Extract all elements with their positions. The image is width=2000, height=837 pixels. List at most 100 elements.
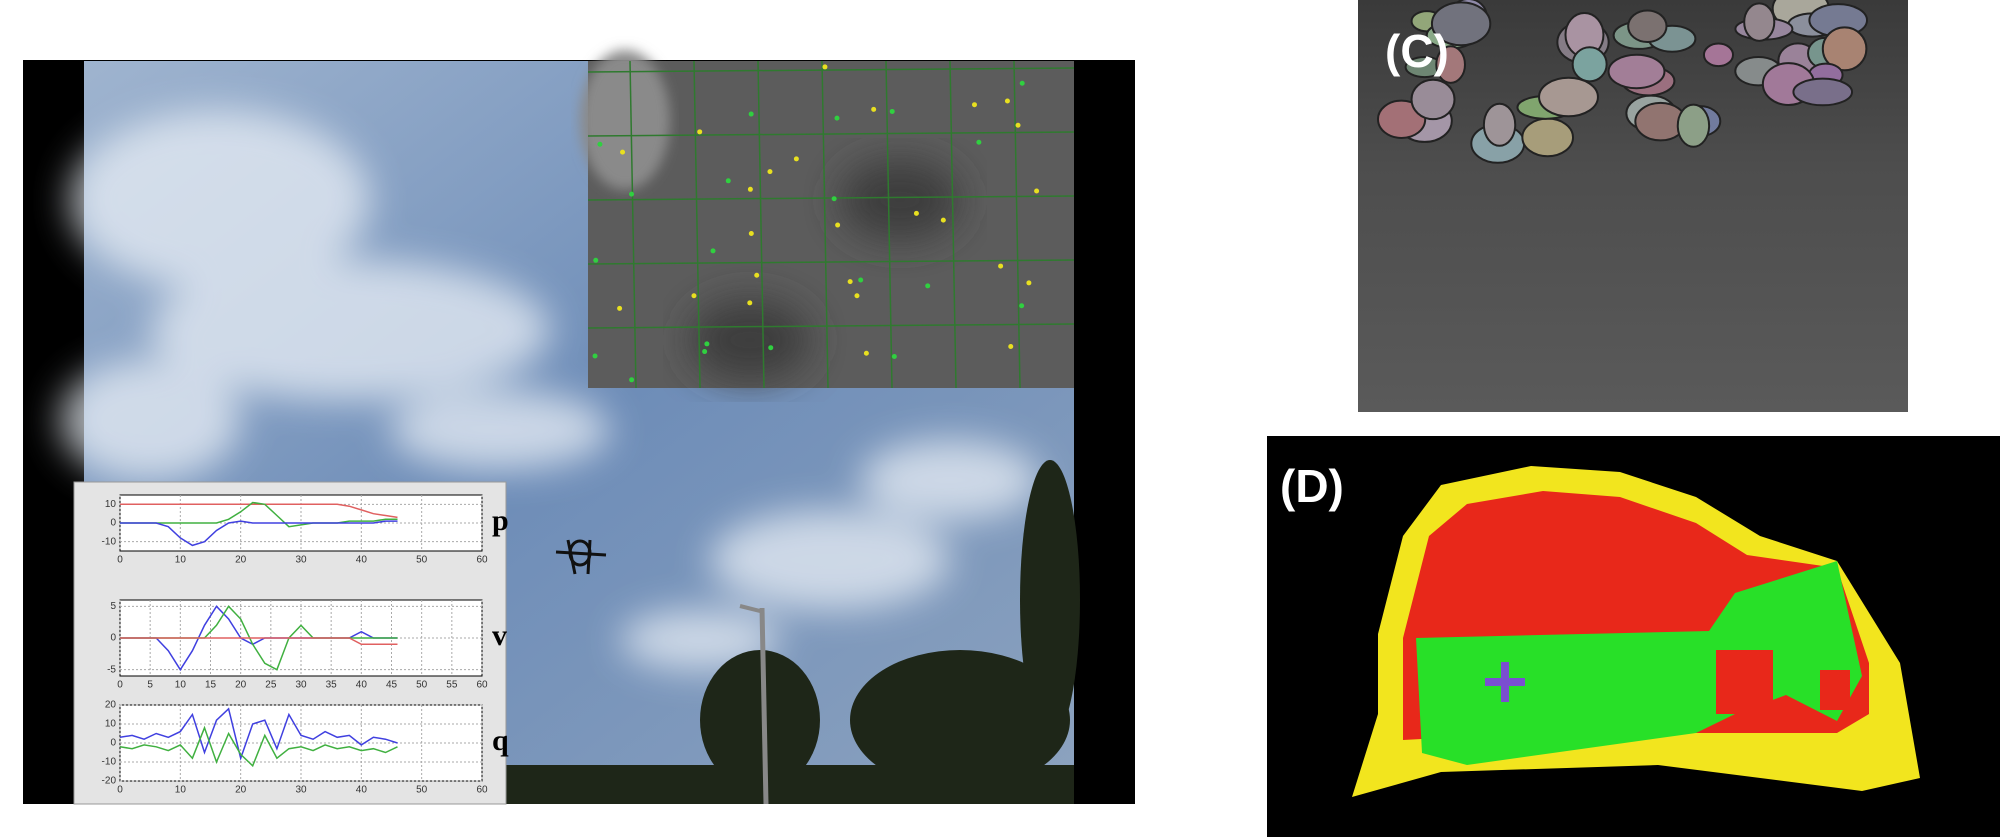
x-tick-label: 10 xyxy=(175,555,187,566)
y-tick-label: 10 xyxy=(105,719,117,730)
x-tick-label: 45 xyxy=(386,680,398,691)
x-tick-label: 30 xyxy=(295,680,307,691)
x-tick-label: 30 xyxy=(295,785,307,796)
feature-point xyxy=(620,150,625,155)
feature-point xyxy=(1008,344,1013,349)
feature-point xyxy=(890,109,895,114)
feature-point xyxy=(1019,303,1024,308)
feature-point xyxy=(1020,81,1025,86)
panel-c-photo: (C) xyxy=(1358,0,1908,412)
plot-label: q xyxy=(492,724,509,757)
rock xyxy=(1522,119,1573,157)
x-tick-label: 55 xyxy=(446,680,458,691)
x-tick-label: 20 xyxy=(235,555,247,566)
x-tick-label: 30 xyxy=(295,555,307,566)
x-tick-label: 20 xyxy=(235,785,247,796)
x-tick-label: 20 xyxy=(235,680,247,691)
feature-point xyxy=(848,279,853,284)
y-tick-label: -20 xyxy=(102,776,117,787)
feature-point xyxy=(976,140,981,145)
rock xyxy=(1573,47,1607,81)
panel-d-map: (D) xyxy=(1267,436,2000,837)
feature-point xyxy=(892,354,897,359)
feature-point xyxy=(858,278,863,283)
feature-point xyxy=(914,211,919,216)
feature-point xyxy=(749,231,754,236)
feature-point xyxy=(822,64,827,69)
feature-point xyxy=(629,377,634,382)
x-tick-label: 50 xyxy=(416,785,428,796)
rock xyxy=(1744,3,1774,40)
x-tick-label: 0 xyxy=(117,555,123,566)
feature-point xyxy=(748,187,753,192)
figure: -100100102030405060p-5050510152025303540… xyxy=(0,0,2000,837)
feature-point xyxy=(749,112,754,117)
page: -100100102030405060p-5050510152025303540… xyxy=(0,0,2000,837)
y-tick-label: 10 xyxy=(105,499,117,510)
rock xyxy=(1628,10,1666,42)
feature-point xyxy=(747,300,752,305)
feature-point xyxy=(767,169,772,174)
y-tick-label: 0 xyxy=(110,518,116,529)
y-tick-label: 0 xyxy=(110,738,116,749)
feature-point xyxy=(711,248,716,253)
y-tick-label: -10 xyxy=(102,757,117,768)
x-tick-label: 5 xyxy=(147,680,153,691)
y-tick-label: 20 xyxy=(105,700,117,711)
rock xyxy=(1678,105,1709,147)
feature-point xyxy=(726,178,731,183)
feature-point xyxy=(597,142,602,147)
feature-point xyxy=(691,293,696,298)
rock xyxy=(1609,55,1665,89)
feature-point xyxy=(768,345,773,350)
y-tick-label: -5 xyxy=(107,664,116,675)
feature-point xyxy=(704,341,709,346)
feature-point xyxy=(925,283,930,288)
feature-point xyxy=(617,306,622,311)
feature-point xyxy=(854,293,859,298)
x-tick-label: 50 xyxy=(416,555,428,566)
rock xyxy=(1484,104,1515,146)
x-tick-label: 0 xyxy=(117,680,123,691)
x-tick-label: 60 xyxy=(476,680,488,691)
x-tick-label: 40 xyxy=(356,785,368,796)
feature-point xyxy=(1034,188,1039,193)
feature-point xyxy=(832,196,837,201)
ground-camera-inset xyxy=(580,50,1074,388)
feature-point xyxy=(835,223,840,228)
y-tick-label: 5 xyxy=(110,601,116,612)
feature-point xyxy=(702,349,707,354)
x-tick-label: 50 xyxy=(416,680,428,691)
feature-point xyxy=(1016,123,1021,128)
rock xyxy=(1793,79,1852,106)
x-tick-label: 60 xyxy=(476,555,488,566)
y-tick-label: -10 xyxy=(102,536,117,547)
feature-point xyxy=(972,102,977,107)
x-tick-label: 40 xyxy=(356,555,368,566)
x-tick-label: 15 xyxy=(205,680,217,691)
panel-label: (D) xyxy=(1280,460,1344,512)
feature-point xyxy=(629,192,634,197)
x-tick-label: 10 xyxy=(175,680,187,691)
x-tick-label: 0 xyxy=(117,785,123,796)
feature-point xyxy=(593,258,598,263)
plot-label: v xyxy=(492,619,507,652)
x-tick-label: 25 xyxy=(265,680,277,691)
feature-point xyxy=(998,264,1003,269)
feature-point xyxy=(697,129,702,134)
feature-point xyxy=(1026,280,1031,285)
feature-point xyxy=(941,218,946,223)
rock xyxy=(1704,43,1733,66)
rock xyxy=(1539,78,1598,116)
panel-label: (C) xyxy=(1385,25,1449,77)
y-tick-label: 0 xyxy=(110,633,116,644)
feature-point xyxy=(1005,98,1010,103)
feature-point xyxy=(794,156,799,161)
feature-point xyxy=(864,351,869,356)
rock xyxy=(1412,80,1455,119)
x-tick-label: 10 xyxy=(175,785,187,796)
x-tick-label: 40 xyxy=(356,680,368,691)
feature-point xyxy=(593,354,598,359)
plot-label: p xyxy=(492,504,509,537)
